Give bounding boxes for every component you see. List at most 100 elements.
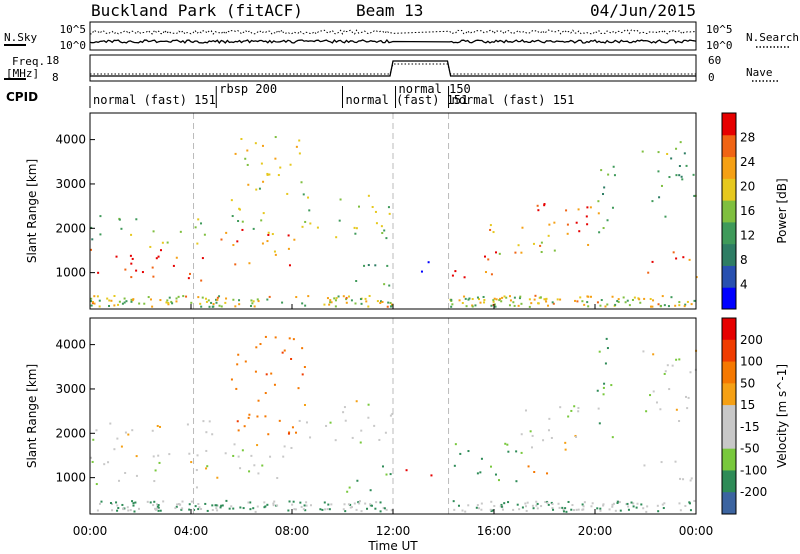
echo-cell (243, 425, 246, 428)
echo-cell (149, 501, 152, 504)
echo-cell (126, 506, 129, 509)
echo-cell (520, 251, 523, 254)
colorbar-swatch (722, 265, 736, 288)
echo-cell (678, 358, 681, 361)
echo-cell (207, 299, 210, 302)
echo-cell (483, 298, 486, 301)
echo-cell (453, 508, 456, 511)
echo-cell (130, 276, 133, 279)
echo-cell (390, 303, 393, 306)
echo-cell (656, 504, 659, 507)
echo-cell (261, 144, 264, 147)
echo-cell (483, 301, 486, 304)
echo-cell (283, 349, 286, 352)
power-frame (89, 112, 697, 310)
echo-cell (390, 305, 393, 308)
echo-cell (90, 304, 93, 307)
echo-cell (185, 295, 188, 298)
echo-cell (262, 212, 265, 215)
echo-cell (617, 298, 620, 301)
echo-cell (91, 302, 94, 305)
echo-cell (232, 454, 235, 457)
echo-cell (675, 147, 678, 150)
echo-cell (198, 506, 201, 509)
echo-cell (345, 296, 348, 299)
echo-cell (530, 302, 533, 305)
echo-cell (508, 295, 511, 298)
echo-cell (547, 234, 550, 237)
echo-cell (381, 300, 384, 303)
echo-cell (672, 251, 675, 254)
echo-cell (290, 357, 293, 360)
echo-cell (626, 502, 629, 505)
echo-cell (211, 305, 214, 308)
echo-cell (458, 299, 461, 302)
nsky-label: N.Sky (4, 31, 37, 44)
echo-cell (581, 300, 584, 303)
echo-cell (606, 303, 609, 306)
echo-cell (357, 205, 360, 208)
echo-cell (118, 479, 121, 482)
echo-cell (354, 232, 357, 235)
echo-cell (693, 299, 696, 302)
echo-cell (342, 508, 345, 511)
echo-cell (92, 438, 95, 441)
echo-cell (383, 507, 386, 510)
freq-tick-left-bottom: 8 (52, 71, 59, 84)
echo-cell (573, 405, 576, 408)
echo-cell (304, 220, 307, 223)
echo-cell (240, 138, 243, 141)
nsearch-trace (90, 29, 697, 35)
echo-cell (107, 461, 110, 464)
echo-cell (103, 463, 106, 466)
echo-cell (367, 416, 370, 419)
colorbar-swatch (722, 221, 736, 245)
echo-cell (467, 298, 470, 301)
echo-cell (578, 230, 581, 233)
echo-cell (561, 506, 564, 509)
echo-cell (241, 449, 244, 452)
echo-cell (597, 200, 600, 203)
echo-cell (385, 473, 388, 476)
echo-cell (201, 296, 204, 299)
echo-cell (286, 192, 289, 195)
echo-cell (684, 303, 687, 306)
echo-cell (359, 441, 362, 444)
echo-cell (211, 509, 214, 512)
colorbar-swatch (722, 405, 736, 428)
echo-cell (604, 305, 607, 308)
echo-cell (155, 257, 158, 260)
echo-cell (360, 510, 363, 513)
echo-cell (154, 469, 157, 472)
y-tick-label: 3000 (55, 177, 86, 191)
echo-cell (350, 506, 353, 509)
echo-cell (181, 507, 184, 510)
echo-cell (492, 231, 495, 234)
echo-cell (538, 296, 541, 299)
echo-cell (337, 295, 340, 298)
echo-cell (660, 461, 663, 464)
echo-cell (237, 353, 240, 356)
echo-cell (559, 406, 562, 409)
echo-cell (236, 420, 239, 423)
echo-cell (537, 302, 540, 305)
echo-cell (146, 500, 149, 503)
echo-cell (619, 509, 622, 512)
echo-cell (370, 504, 373, 507)
echo-cell (679, 141, 682, 144)
echo-cell (388, 284, 391, 287)
station-title: Buckland Park (fitACF) (91, 1, 303, 20)
echo-cell (273, 383, 276, 386)
echo-cell (143, 302, 146, 305)
echo-cell (566, 232, 569, 235)
echo-cell (123, 301, 126, 304)
echo-cell (237, 429, 240, 432)
echo-cell (668, 176, 671, 179)
echo-cell (643, 297, 646, 300)
velocity-colorbar-label: Velocity [m s^-1] (775, 364, 789, 468)
echo-cell (468, 297, 471, 300)
y-tick-label: 1000 (55, 471, 86, 485)
echo-cell (546, 472, 549, 475)
echo-cell (598, 231, 601, 234)
echo-cell (197, 508, 200, 511)
